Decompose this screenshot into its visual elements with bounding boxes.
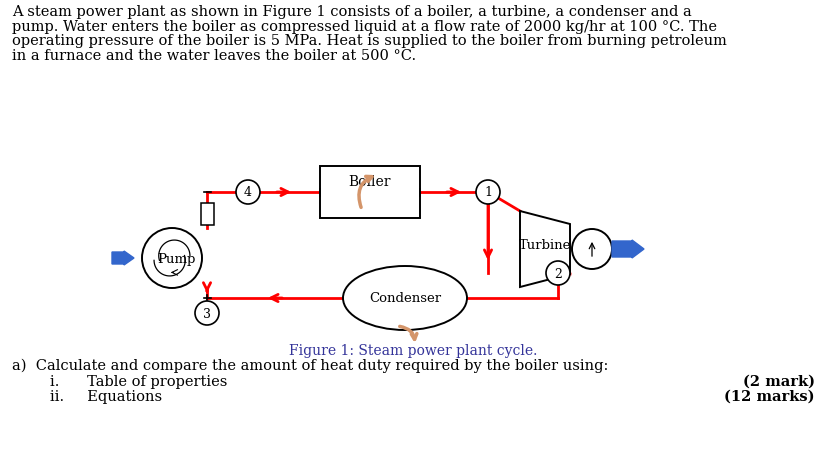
- Text: pump. Water enters the boiler as compressed liquid at a flow rate of 2000 kg/hr : pump. Water enters the boiler as compres…: [12, 20, 717, 33]
- Text: ii.     Equations: ii. Equations: [50, 389, 162, 403]
- Text: (2 mark): (2 mark): [743, 374, 815, 388]
- Polygon shape: [520, 211, 570, 288]
- Text: Pump: Pump: [157, 253, 195, 266]
- Text: in a furnace and the water leaves the boiler at 500 °C.: in a furnace and the water leaves the bo…: [12, 49, 416, 62]
- Text: (12 marks): (12 marks): [724, 389, 815, 403]
- Circle shape: [142, 228, 202, 288]
- Text: 1: 1: [484, 186, 492, 199]
- Text: A steam power plant as shown in Figure 1 consists of a boiler, a turbine, a cond: A steam power plant as shown in Figure 1…: [12, 5, 691, 19]
- Text: 2: 2: [554, 267, 562, 280]
- Text: 3: 3: [203, 307, 211, 320]
- Text: 4: 4: [244, 186, 252, 199]
- Bar: [200, 204, 213, 226]
- Text: Figure 1: Steam power plant cycle.: Figure 1: Steam power plant cycle.: [289, 343, 538, 357]
- FancyArrow shape: [612, 240, 644, 258]
- Circle shape: [195, 301, 219, 325]
- Circle shape: [236, 180, 260, 205]
- Circle shape: [476, 180, 500, 205]
- Circle shape: [572, 229, 612, 269]
- Circle shape: [546, 261, 570, 286]
- Text: a)  Calculate and compare the amount of heat duty required by the boiler using:: a) Calculate and compare the amount of h…: [12, 358, 609, 373]
- FancyArrow shape: [112, 251, 134, 266]
- Text: operating pressure of the boiler is 5 MPa. Heat is supplied to the boiler from b: operating pressure of the boiler is 5 MP…: [12, 34, 727, 48]
- Text: Boiler: Boiler: [349, 174, 391, 188]
- Bar: [320, 167, 420, 218]
- Text: i.      Table of properties: i. Table of properties: [50, 374, 227, 388]
- Ellipse shape: [343, 267, 467, 330]
- Text: Condenser: Condenser: [369, 292, 441, 305]
- Text: Turbine: Turbine: [519, 239, 571, 252]
